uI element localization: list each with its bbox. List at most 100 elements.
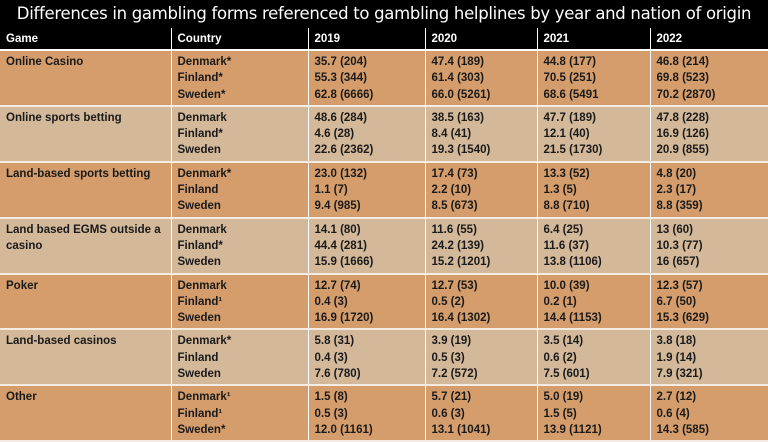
value-label: 1.1 (7) <box>314 184 348 197</box>
value-label: 46.8 (214) <box>656 56 709 68</box>
value-2021-cell: 13.3 (52) 1.3 (5) 8.8 (710) <box>536 161 650 219</box>
value-label: 0.2 (1) <box>543 295 577 308</box>
country-cell: Denmark Finland* Sweden <box>170 105 308 163</box>
data-table: Game Country 2019 2020 2021 2022 Online … <box>0 28 768 442</box>
table-row: Online sports betting Denmark Finland* Swed… <box>0 105 768 163</box>
country-label: Sweden <box>177 144 221 157</box>
value-label: 6.7 (50) <box>656 295 697 308</box>
value-2021-cell: 10.0 (39) 0.2 (1) 14.4 (1153) <box>536 273 650 331</box>
country-cell: Denmark* Finland* Sweden* <box>170 50 308 107</box>
table-row: Other Denmark¹ Finland¹ Sweden* 1.5 (8) 0.5 (… <box>0 385 768 442</box>
value-label: 16.4 (1302) <box>431 312 491 325</box>
country-label: Sweden* <box>177 88 226 101</box>
value-label: 2.7 (12) <box>656 391 697 404</box>
value-label: 7.2 (572) <box>431 368 478 381</box>
value-label: 13.1 (1041) <box>431 423 491 436</box>
value-label: 13.8 (1106) <box>543 256 602 269</box>
value-label: 6.4 (25) <box>543 223 584 236</box>
value-label: 21.5 (1730) <box>543 144 603 157</box>
value-2021-cell: 6.4 (25) 11.6 (37) 13.8 (1106) <box>536 217 650 275</box>
value-label: 70.5 (251) <box>543 72 596 85</box>
value-label: 15.9 (1666) <box>314 256 374 269</box>
value-2020-cell: 5.7 (21) 0.6 (3) 13.1 (1041) <box>424 385 537 442</box>
value-label: 0.4 (3) <box>314 351 348 364</box>
table-row: Poker Denmark Finland¹ Sweden 12.7 (74) 0.4 (… <box>0 273 768 331</box>
value-2020-cell: 11.6 (55) 24.2 (139) 15.2 (1201) <box>424 217 537 275</box>
header-2020: 2020 <box>424 28 537 51</box>
value-label: 61.4 (303) <box>431 72 484 85</box>
value-label: 1.5 (5) <box>543 407 577 420</box>
country-label: Denmark* <box>177 335 232 348</box>
value-label: 8.5 (673) <box>431 200 478 213</box>
value-label: 69.8 (523) <box>656 72 709 85</box>
value-label: 10.3 (77) <box>656 239 703 252</box>
header-game: Game <box>0 28 171 51</box>
country-label: Finland <box>177 351 219 364</box>
header-2021: 2021 <box>536 28 650 51</box>
country-label: Finland¹ <box>177 407 223 420</box>
value-label: 68.6 (5491 <box>543 88 599 101</box>
value-label: 14.3 (585) <box>656 423 709 436</box>
value-label: 38.5 (163) <box>431 111 484 124</box>
header-row: Game Country 2019 2020 2021 2022 <box>0 28 768 51</box>
value-label: 23.0 (132) <box>314 167 367 180</box>
value-2019-cell: 14.1 (80) 44.4 (281) 15.9 (1666) <box>307 217 425 275</box>
table-row: Land based EGMS outside a casino Denmark F… <box>0 217 768 275</box>
country-label: Denmark* <box>177 56 232 68</box>
country-label: Denmark¹ <box>177 391 231 404</box>
value-label: 0.5 (3) <box>431 351 465 364</box>
value-label: 9.4 (985) <box>314 200 361 213</box>
game-cell: Other <box>0 385 171 442</box>
value-label: 3.8 (18) <box>656 335 697 348</box>
value-label: 0.4 (3) <box>314 295 348 308</box>
value-label: 48.6 (284) <box>314 111 367 124</box>
value-label: 0.6 (3) <box>431 407 465 420</box>
country-label: Denmark* <box>177 167 232 180</box>
value-label: 8.8 (359) <box>656 200 703 213</box>
country-cell: Denmark Finland* Sweden <box>170 217 308 275</box>
value-2022-cell: 4.8 (20) 2.3 (17) 8.8 (359) <box>649 161 768 219</box>
value-label: 11.6 (37) <box>543 239 589 252</box>
country-label: Sweden <box>177 256 221 269</box>
value-label: 19.3 (1540) <box>431 144 491 157</box>
value-label: 24.2 (139) <box>431 239 484 252</box>
header-2019: 2019 <box>307 28 425 51</box>
table-row: Land-based sports betting Denmark* Finland… <box>0 161 768 219</box>
country-label: Finland* <box>177 239 223 252</box>
country-label: Denmark <box>177 279 227 292</box>
value-2019-cell: 5.8 (31) 0.4 (3) 7.6 (780) <box>307 329 425 387</box>
value-label: 15.3 (629) <box>656 312 709 325</box>
value-label: 1.3 (5) <box>543 184 577 197</box>
value-label: 70.2 (2870) <box>656 88 716 101</box>
table-title: Differences in gambling forms referenced… <box>0 0 768 28</box>
value-label: 15.2 (1201) <box>431 256 491 269</box>
header-country: Country <box>170 28 308 51</box>
value-label: 5.8 (31) <box>314 335 355 348</box>
value-label: 2.3 (17) <box>656 184 697 197</box>
country-label: Finland <box>177 184 219 197</box>
value-label: 13.9 (1121) <box>543 423 602 436</box>
value-label: 1.9 (14) <box>656 351 697 364</box>
table-row: Online Casino Denmark* Finland* Sweden* 35.7… <box>0 50 768 107</box>
country-label: Finland* <box>177 72 223 85</box>
country-label: Sweden <box>177 312 221 325</box>
value-label: 7.9 (321) <box>656 368 703 381</box>
value-2020-cell: 47.4 (189) 61.4 (303) 66.0 (5261) <box>424 50 537 107</box>
country-label: Denmark <box>177 111 227 124</box>
value-label: 20.9 (855) <box>656 144 709 157</box>
value-label: 1.5 (8) <box>314 391 348 404</box>
table-row: Land-based casinos Denmark* Finland Sweden 5… <box>0 329 768 387</box>
game-cell: Poker <box>0 273 171 331</box>
value-2019-cell: 12.7 (74) 0.4 (3) 16.9 (1720) <box>307 273 425 331</box>
value-2020-cell: 17.4 (73) 2.2 (10) 8.5 (673) <box>424 161 537 219</box>
value-label: 44.4 (281) <box>314 239 367 252</box>
country-label: Finland* <box>177 128 223 141</box>
value-label: 12.0 (1161) <box>314 423 373 436</box>
value-label: 4.6 (28) <box>314 128 355 141</box>
value-2022-cell: 13 (60) 10.3 (77) 16 (657) <box>649 217 768 275</box>
country-label: Finland¹ <box>177 295 223 308</box>
value-label: 47.7 (189) <box>543 111 596 124</box>
game-cell: Land-based sports betting <box>0 161 171 219</box>
value-label: 47.4 (189) <box>431 56 484 68</box>
value-label: 16.9 (126) <box>656 128 709 141</box>
